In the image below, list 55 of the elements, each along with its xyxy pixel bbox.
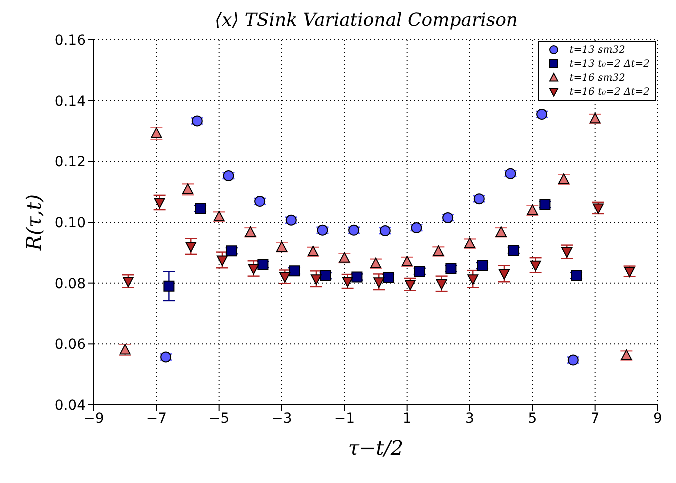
point <box>540 199 551 210</box>
point <box>342 277 354 288</box>
point <box>186 242 197 253</box>
point <box>562 248 573 258</box>
x-tick-label: 9 <box>654 410 662 427</box>
point <box>568 354 579 366</box>
point <box>530 260 542 272</box>
point <box>122 277 134 288</box>
point <box>436 279 448 290</box>
chart-title: ⟨x⟩ TSink Variational Comparison <box>214 10 519 31</box>
y-tick-label: 0.10 <box>54 215 86 232</box>
point <box>164 280 175 292</box>
point <box>286 214 297 226</box>
x-axis-title: τ−t/2 <box>348 436 404 460</box>
point <box>352 272 363 283</box>
point <box>160 352 172 363</box>
point <box>248 264 260 275</box>
x-tick-label: −1 <box>334 410 355 427</box>
x-tick-label: 7 <box>590 410 600 427</box>
point <box>254 196 266 208</box>
point <box>310 274 322 286</box>
x-tick-label: −5 <box>209 410 230 427</box>
y-tick-label: 0.14 <box>54 94 86 110</box>
point <box>411 222 422 234</box>
y-tick-label: 0.06 <box>54 337 86 354</box>
y-tick-label: 0.16 <box>54 32 86 49</box>
y-tick-label: 0.04 <box>54 398 86 414</box>
point <box>195 203 206 214</box>
point <box>258 259 269 270</box>
legend-label: t=13 t₀=2 Δt=2 <box>570 58 650 70</box>
point <box>320 270 332 282</box>
x-tick-label: 1 <box>402 410 412 427</box>
point <box>404 280 416 291</box>
point <box>383 272 394 284</box>
point <box>468 274 479 286</box>
point <box>216 256 228 266</box>
x-tick-label: −3 <box>272 410 292 427</box>
y-tick-label: 0.12 <box>54 154 86 171</box>
point <box>192 116 203 127</box>
x-tick-label: 5 <box>528 410 538 427</box>
point <box>154 198 166 209</box>
y-axis-title: R(τ,t) <box>22 194 46 252</box>
y-tick-label: 0.08 <box>54 276 86 292</box>
legend-label: t=16 t₀=2 Δt=2 <box>570 86 650 98</box>
x-tick-label: −7 <box>146 410 167 427</box>
point <box>446 263 457 274</box>
x-tick-label: −9 <box>84 410 104 427</box>
point <box>374 278 385 288</box>
point <box>498 269 510 280</box>
point <box>280 272 291 283</box>
point <box>505 168 516 180</box>
legend-label: t=13 sm32 <box>570 44 626 56</box>
legend-label: t=16 sm32 <box>570 72 626 84</box>
point <box>571 270 582 282</box>
x-tick-label: 3 <box>466 410 474 427</box>
